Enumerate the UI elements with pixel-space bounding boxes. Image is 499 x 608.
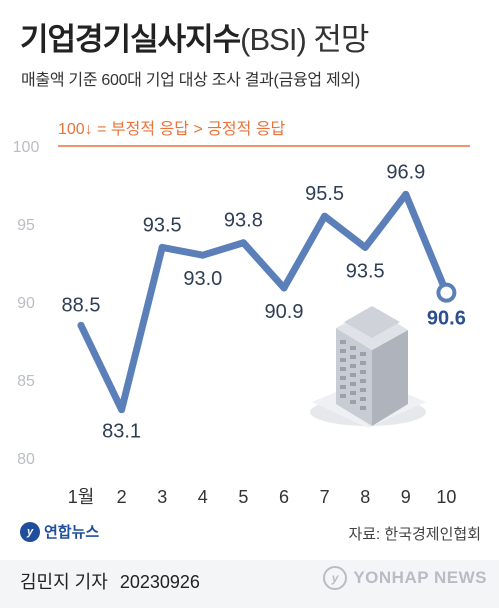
x-tick-label: 4: [198, 487, 208, 507]
agency-credit: y 연합뉴스: [20, 521, 99, 542]
reporter-name: 김민지 기자: [20, 572, 108, 592]
building-window: [360, 352, 366, 356]
building-window: [340, 367, 346, 371]
y-tick-label: 80: [17, 451, 35, 468]
x-tick-label: 3: [157, 487, 167, 507]
building-window: [360, 361, 366, 365]
data-point: [402, 190, 410, 198]
y-axis: 80 85 90 95 100: [13, 139, 40, 468]
building-window: [340, 340, 346, 344]
x-tick-label: 7: [320, 487, 330, 507]
x-tick-label: 2: [117, 487, 127, 507]
watermark-text: YONHAP NEWS: [353, 568, 487, 587]
data-point: [77, 321, 85, 329]
value-label: 90.9: [265, 301, 304, 323]
value-label: 93.5: [143, 214, 182, 236]
building-window: [360, 388, 366, 392]
building-window: [340, 376, 346, 380]
value-label: 93.5: [346, 260, 385, 282]
data-point-last: [436, 282, 457, 303]
building-windows: [340, 340, 366, 410]
data-point: [158, 243, 166, 251]
title-tail: 전망: [305, 22, 369, 57]
value-label: 96.9: [386, 161, 425, 183]
chart-title: 기업경기실사지수(BSI) 전망: [20, 14, 369, 59]
x-tick-label: 9: [401, 487, 411, 507]
office-building-icon: [310, 306, 426, 428]
building-window: [350, 391, 356, 395]
building-window: [340, 358, 346, 362]
title-paren: (BSI): [240, 22, 307, 57]
yonhap-logo-icon: y: [20, 521, 40, 542]
source-note: 자료: 한국경제인협회: [348, 526, 481, 543]
data-point: [118, 406, 126, 414]
building-window: [340, 385, 346, 389]
data-point: [321, 212, 329, 220]
building-window: [350, 400, 356, 404]
data-point: [280, 284, 288, 292]
x-tick-label: 8: [360, 487, 370, 507]
x-axis: 1월 2 3 4 5 6 7 8 9 10: [68, 487, 457, 507]
value-label: 90.6: [427, 308, 466, 330]
x-tick-label: 5: [238, 487, 248, 507]
value-label: 93.8: [224, 210, 263, 232]
data-points: [77, 190, 457, 414]
building-window: [360, 379, 366, 383]
data-point: [199, 251, 207, 259]
y-tick-label: 95: [17, 217, 35, 234]
building-window: [340, 394, 346, 398]
x-tick-label: 6: [279, 487, 289, 507]
data-point: [361, 243, 369, 251]
value-label: 93.0: [183, 268, 222, 290]
chart-subtitle: 매출액 기준 600대 기업 대상 조사 결과(금융업 제외): [21, 72, 360, 89]
building-window: [350, 364, 356, 368]
byline: 김민지 기자 20230926: [20, 568, 200, 594]
watermark: y YONHAP NEWS: [323, 566, 487, 590]
footer-bar: [0, 560, 499, 608]
title-main: 기업경기실사지수: [20, 22, 241, 57]
reference-note: 100↓ = 부정적 응답 > 긍정적 응답: [58, 121, 286, 138]
building-window: [360, 406, 366, 410]
x-tick-label: 10: [436, 487, 456, 507]
building-window: [350, 355, 356, 359]
value-label: 95.5: [305, 183, 344, 205]
x-tick-label: 1월: [68, 487, 95, 507]
value-label: 88.5: [62, 294, 101, 316]
building-window: [360, 397, 366, 401]
data-point: [239, 239, 247, 247]
building-window: [360, 370, 366, 374]
y-tick-label: 100: [13, 139, 40, 156]
value-labels: 88.5 83.1 93.5 93.0 93.8 90.9 95.5 93.5 96.9 90.6: [62, 161, 466, 442]
building-window: [350, 346, 356, 350]
agency-name: 연합뉴스: [44, 524, 100, 541]
y-tick-label: 90: [17, 295, 35, 312]
building-window: [350, 382, 356, 386]
y-tick-label: 85: [17, 373, 35, 390]
building-window: [340, 349, 346, 353]
yonhap-watermark-icon: y: [323, 566, 348, 590]
bsi-series-line: [77, 190, 450, 414]
value-label: 83.1: [102, 421, 141, 443]
building-window: [350, 373, 356, 377]
publish-date: 20230926: [119, 572, 200, 592]
